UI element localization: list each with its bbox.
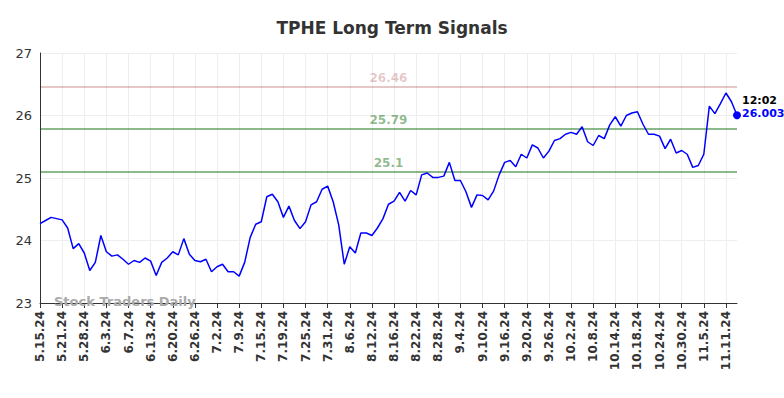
svg-text:10.2.24: 10.2.24: [564, 311, 578, 362]
svg-text:6.20.24: 6.20.24: [166, 311, 180, 362]
svg-text:25.1: 25.1: [374, 156, 404, 170]
svg-text:8.16.24: 8.16.24: [387, 311, 401, 362]
svg-text:26.46: 26.46: [370, 71, 408, 85]
svg-text:23: 23: [15, 296, 32, 311]
svg-text:9.20.24: 9.20.24: [520, 311, 534, 362]
svg-text:12:02: 12:02: [742, 94, 777, 107]
svg-text:7.31.24: 7.31.24: [321, 311, 335, 362]
svg-text:5.15.24: 5.15.24: [33, 311, 47, 362]
svg-text:9.4.24: 9.4.24: [453, 311, 467, 354]
svg-text:TPHE Long Term Signals: TPHE Long Term Signals: [276, 18, 507, 38]
svg-text:26: 26: [15, 108, 32, 123]
svg-text:24: 24: [15, 233, 32, 248]
svg-text:7.25.24: 7.25.24: [299, 311, 313, 362]
svg-text:25.79: 25.79: [370, 113, 408, 127]
svg-text:6.13.24: 6.13.24: [144, 311, 158, 362]
svg-text:11.5.24: 11.5.24: [697, 311, 711, 362]
svg-text:27: 27: [15, 46, 32, 61]
svg-text:10.14.24: 10.14.24: [608, 311, 622, 370]
svg-text:7.15.24: 7.15.24: [254, 311, 268, 362]
svg-text:8.12.24: 8.12.24: [365, 311, 379, 362]
svg-text:6.3.24: 6.3.24: [99, 311, 113, 354]
svg-text:9.10.24: 9.10.24: [476, 311, 490, 362]
svg-text:10.30.24: 10.30.24: [675, 311, 689, 370]
svg-text:7.9.24: 7.9.24: [232, 311, 246, 354]
svg-text:7.2.24: 7.2.24: [210, 311, 224, 354]
svg-text:5.28.24: 5.28.24: [77, 311, 91, 362]
svg-text:6.7.24: 6.7.24: [122, 311, 136, 354]
svg-text:10.24.24: 10.24.24: [653, 311, 667, 370]
svg-text:11.11.24: 11.11.24: [719, 311, 733, 370]
svg-text:8.28.24: 8.28.24: [431, 311, 445, 362]
svg-text:25: 25: [15, 171, 32, 186]
svg-text:26.003: 26.003: [742, 107, 784, 120]
svg-text:8.6.24: 8.6.24: [343, 311, 357, 354]
svg-text:7.19.24: 7.19.24: [276, 311, 290, 362]
svg-text:8.22.24: 8.22.24: [409, 311, 423, 362]
svg-text:5.21.24: 5.21.24: [55, 311, 69, 362]
svg-text:Stock Traders Daily: Stock Traders Daily: [54, 294, 196, 309]
svg-text:9.16.24: 9.16.24: [498, 311, 512, 362]
svg-text:9.26.24: 9.26.24: [542, 311, 556, 362]
svg-text:10.8.24: 10.8.24: [586, 311, 600, 362]
svg-text:10.18.24: 10.18.24: [630, 311, 644, 370]
svg-text:6.26.24: 6.26.24: [188, 311, 202, 362]
